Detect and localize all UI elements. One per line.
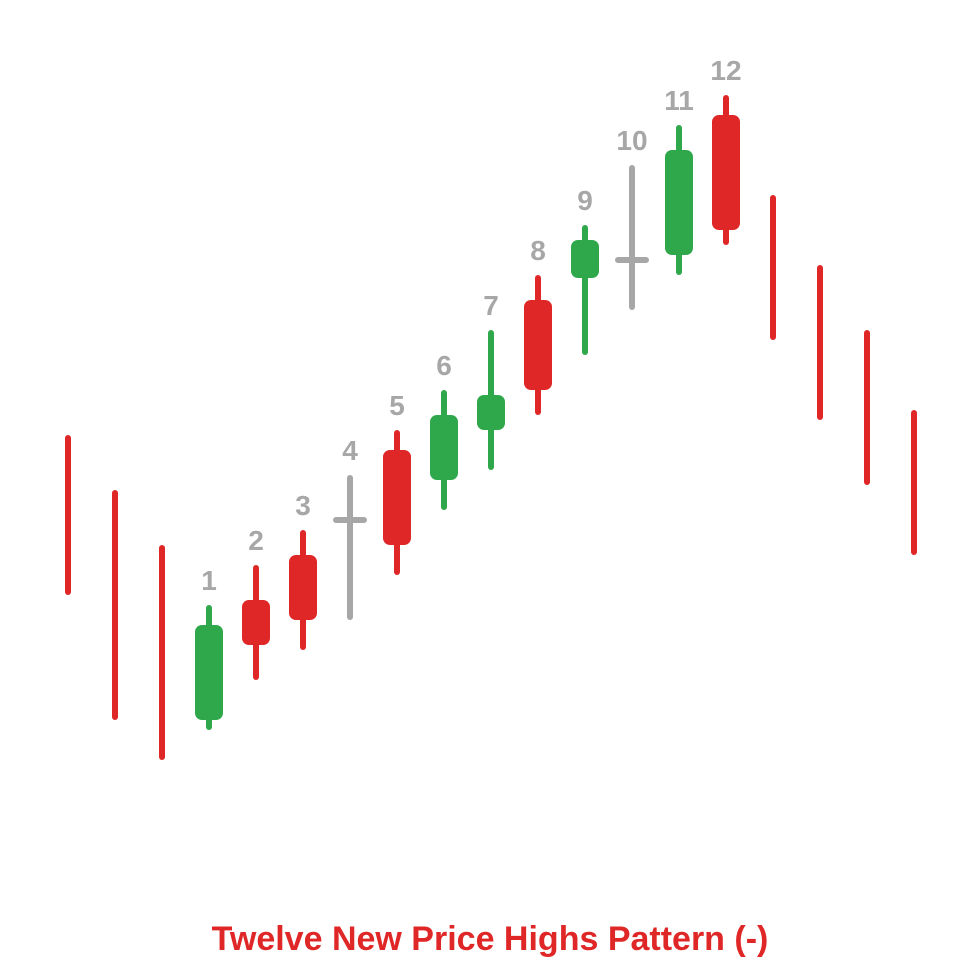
- candle-wick: [770, 195, 776, 340]
- candle-doji-cross: [615, 257, 649, 263]
- candlestick-chart: 123456789101112: [0, 0, 980, 980]
- candle-label: 1: [179, 565, 239, 597]
- candle-body: [571, 240, 599, 278]
- candle-label: 12: [696, 55, 756, 87]
- candle-label: 7: [461, 290, 521, 322]
- candle-body: [665, 150, 693, 255]
- candle-label: 6: [414, 350, 474, 382]
- candle-body: [524, 300, 552, 390]
- candle-wick: [629, 165, 635, 310]
- candle-wick: [65, 435, 71, 595]
- candle-label: 2: [226, 525, 286, 557]
- candle-label: 9: [555, 185, 615, 217]
- candle-label: 11: [649, 85, 709, 117]
- candle-body: [430, 415, 458, 480]
- candle-body: [242, 600, 270, 645]
- candle-label: 4: [320, 435, 380, 467]
- candle-wick: [112, 490, 118, 720]
- candle-wick: [159, 545, 165, 760]
- candle-doji-cross: [333, 517, 367, 523]
- candle-wick: [347, 475, 353, 620]
- candle-body: [195, 625, 223, 720]
- candle-body: [712, 115, 740, 230]
- chart-title: Twelve New Price Highs Pattern (-): [212, 920, 769, 959]
- candle-wick: [911, 410, 917, 555]
- candle-body: [477, 395, 505, 430]
- candle-label: 5: [367, 390, 427, 422]
- candle-wick: [864, 330, 870, 485]
- candle-body: [289, 555, 317, 620]
- candle-body: [383, 450, 411, 545]
- candle-label: 10: [602, 125, 662, 157]
- candle-label: 8: [508, 235, 568, 267]
- candle-wick: [817, 265, 823, 420]
- candle-label: 3: [273, 490, 333, 522]
